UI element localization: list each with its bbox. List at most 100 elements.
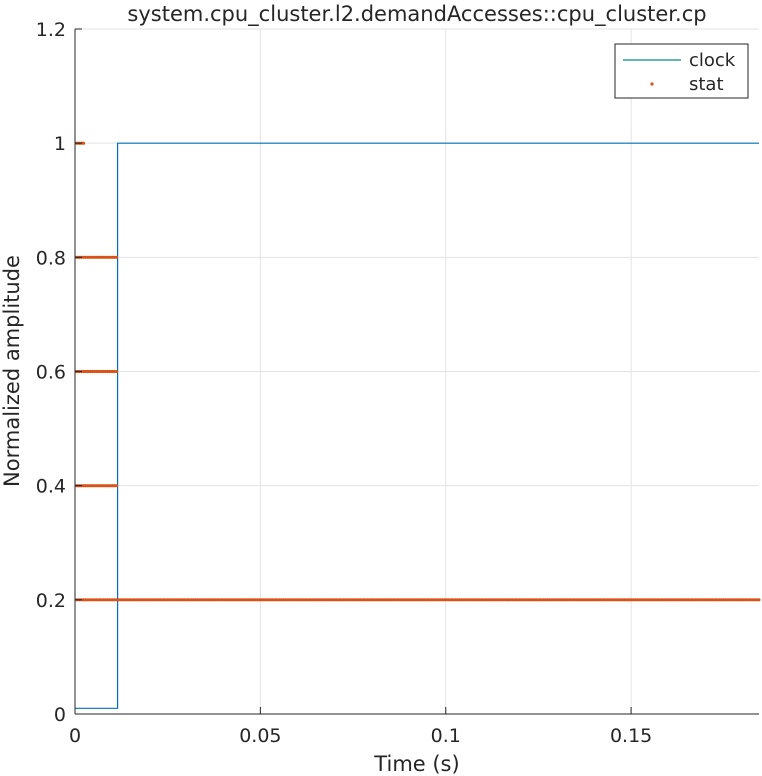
stat-point [392,598,396,602]
stat-point [627,598,631,602]
stat-point [81,369,86,374]
stat-point [561,598,565,602]
stat-point [693,598,697,602]
legend-box [614,43,749,99]
stat-point [451,598,455,602]
stat-point [279,598,284,602]
stat-point [99,598,103,602]
stat-point [667,598,671,602]
stat-point [103,255,108,259]
stat-point [117,598,121,602]
stat-point [374,598,378,602]
stat-point [700,598,704,602]
stat-point [695,598,699,602]
stat-point [651,598,655,602]
stat-point [174,598,178,602]
stat-point [618,598,622,602]
legend: clock stat [614,43,749,99]
stat-point [97,484,101,488]
stat-point [614,598,618,602]
stat-point [81,255,86,259]
stat-point [97,369,101,374]
y-tick-label: 0 [54,704,66,726]
stat-point [103,598,108,602]
tick-labels: 0 0.05 0.1 0.15 0 0.2 0.4 0.6 0.8 1 1.2 [36,19,652,747]
stat-point [99,484,103,488]
stat-point [354,598,358,602]
stat-point [607,598,611,602]
stat-point [224,598,229,602]
stat-point [592,598,596,602]
stat-point [97,598,101,602]
stat-point [400,598,405,602]
stat-point [596,598,600,602]
stat-point [629,598,633,602]
stat-point [442,598,446,602]
stat-point [339,598,343,602]
stat-point [81,484,86,488]
stat-point [90,598,94,602]
stat-point [425,598,429,602]
stat-point [546,598,550,602]
stat-point [708,598,713,602]
stat-point [227,598,231,602]
stat-point [330,598,334,602]
stat-point [565,598,570,602]
stat-point [101,255,105,259]
stat-point [332,598,336,602]
stat-point [576,598,581,602]
stat-point [189,598,193,602]
stat-point [315,598,319,602]
stat-point [121,598,125,602]
stat-point [658,598,662,602]
stat-point [136,598,141,602]
stat-point [92,255,97,259]
stat-point [326,598,330,602]
stat-point [218,598,222,602]
y-axis-label: Normalized amplitude [0,255,24,487]
stat-point [139,598,143,602]
stat-point [222,598,226,602]
legend-stat-swatch [650,82,654,86]
stat-point [717,598,721,602]
stat-point [84,369,88,374]
stat-point [455,598,460,602]
stat-point [431,598,435,602]
stat-point [95,598,99,602]
stat-point [81,598,86,602]
stat-point [88,484,92,488]
stat-point [757,598,761,602]
stat-point [253,598,257,602]
stat-point [517,598,521,602]
stat-point [482,598,486,602]
stat-point [579,598,583,602]
stat-point [436,598,440,602]
stat-point [90,484,94,488]
stat-point [312,598,317,602]
stat-point [726,598,730,602]
x-tick-label: 0.15 [610,725,652,747]
stat-point [328,598,332,602]
stat-point [427,598,431,602]
stat-point [625,598,629,602]
stat-point [640,598,644,602]
stat-point [570,598,574,602]
stat-point [167,598,171,602]
stat-point [488,598,493,602]
stat-point [647,598,651,602]
stat-point [418,598,422,602]
stat-point [550,598,554,602]
stat-point [145,598,149,602]
stat-point [86,255,90,259]
stat-point [702,598,706,602]
stat-point [365,598,369,602]
stat-point [106,598,110,602]
stat-point [686,598,691,602]
y-tick-label: 0.4 [36,476,66,498]
stat-point [739,598,743,602]
stat-point [497,598,501,602]
stat-point [119,598,123,602]
plot-series [75,141,761,709]
stat-point [106,255,110,259]
stat-point [306,598,310,602]
